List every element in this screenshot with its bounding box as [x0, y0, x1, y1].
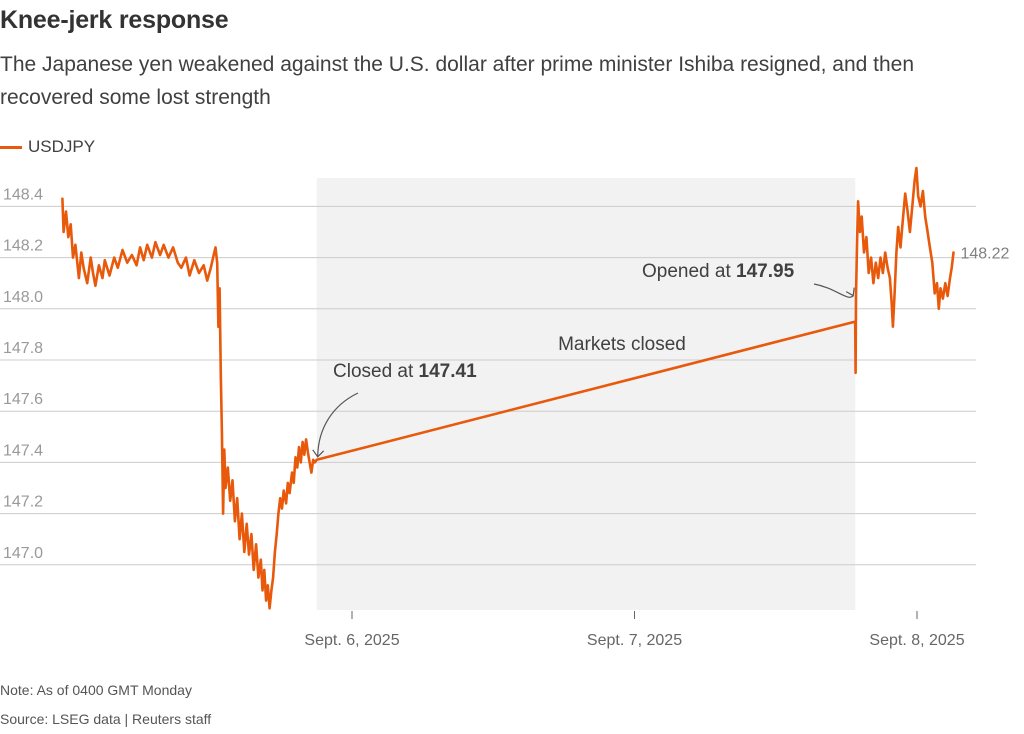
y-tick-label: 148.0: [3, 289, 43, 306]
annotation-closed-arrow: [317, 392, 359, 457]
legend: USDJPY: [0, 137, 95, 157]
y-tick-label: 147.0: [3, 545, 43, 562]
y-tick-label: 147.8: [3, 340, 43, 357]
annotation-opened-value: 147.95: [736, 261, 795, 282]
annotation-closed: Closed at 147.41: [333, 361, 477, 382]
end-value-label: 148.22: [960, 245, 1009, 262]
markets-closed-label: Markets closed: [558, 334, 686, 355]
x-tick-label: Sept. 7, 2025: [587, 632, 682, 649]
source: Source: LSEG data | Reuters staff: [0, 711, 212, 727]
annotation-closed-prefix: Closed at: [333, 361, 419, 382]
annotation-opened-arrow: [813, 283, 854, 298]
chart-subtitle: The Japanese yen weakened against the U.…: [0, 53, 915, 109]
annotation-opened: Opened at 147.95: [642, 261, 795, 282]
y-tick-label: 147.6: [3, 391, 43, 408]
note: Note: As of 0400 GMT Monday: [0, 682, 192, 698]
y-tick-label: 147.2: [3, 494, 43, 511]
y-tick-label: 148.4: [3, 186, 43, 203]
legend-swatch: [0, 145, 22, 149]
series-line-usdjpy: [61, 166, 955, 610]
annotation-closed-arrowhead: [312, 449, 325, 458]
markets-closed-region: [316, 178, 856, 610]
legend-label: USDJPY: [28, 137, 96, 156]
y-tick-label: 147.4: [3, 442, 43, 459]
chart-title: Knee-jerk response: [0, 6, 229, 34]
y-tick-label: 148.2: [3, 238, 43, 255]
annotation-closed-value: 147.41: [419, 361, 478, 382]
x-tick-label: Sept. 6, 2025: [304, 632, 399, 649]
annotation-opened-arrowhead: [845, 287, 855, 297]
annotation-opened-prefix: Opened at: [642, 261, 736, 282]
x-tick-label: Sept. 8, 2025: [869, 632, 964, 649]
